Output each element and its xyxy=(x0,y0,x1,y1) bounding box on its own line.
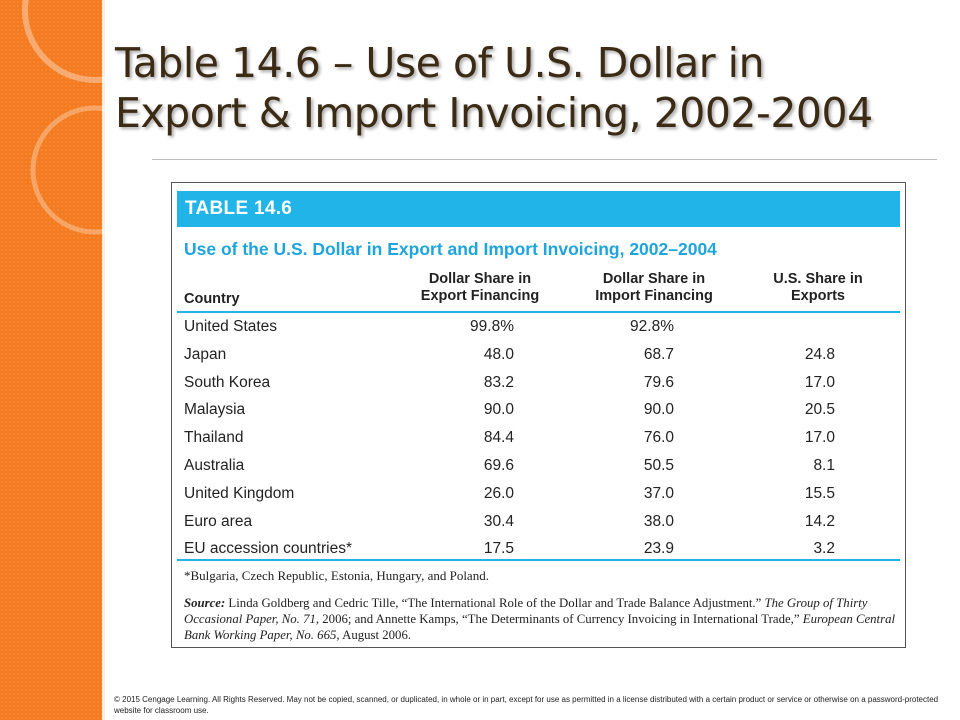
cell-us-share: 17.0 xyxy=(804,373,835,391)
cell-us-share: 15.5 xyxy=(804,484,835,502)
cell-country: EU accession countries* xyxy=(184,540,352,558)
cell-us-share: 3.2 xyxy=(813,540,835,558)
table-caption: Use of the U.S. Dollar in Export and Imp… xyxy=(184,239,717,259)
cell-us-share: 17.0 xyxy=(804,429,835,447)
title-line-2: Export & Import Invoicing, 2002-2004 xyxy=(115,89,873,137)
cell-country: Malaysia xyxy=(184,401,246,419)
col-header-country: Country xyxy=(184,291,240,307)
table-row: Malaysia 90.0 90.0 20.5 xyxy=(172,401,905,427)
table-source: Source: Linda Goldberg and Cedric Tille,… xyxy=(184,596,896,642)
cell-import: 50.5 xyxy=(643,457,674,474)
cell-country: Euro area xyxy=(184,512,253,530)
cell-export: 69.6 xyxy=(483,457,514,474)
table-label-bar: TABLE 14.6 xyxy=(177,191,900,227)
cell-import: 37.0 xyxy=(643,484,674,502)
col-header-us-share: U.S. Share in Exports xyxy=(773,271,863,304)
cell-export: 84.4 xyxy=(483,429,514,447)
cell-import: 68.7 xyxy=(643,345,674,363)
table-footnote: *Bulgaria, Czech Republic, Estonia, Hung… xyxy=(184,568,489,583)
table-row: EU accession countries* 17.5 23.9 3.2 xyxy=(172,540,905,566)
table-row: South Korea 83.2 79.6 17.0 xyxy=(172,374,905,400)
cell-export: 48.0 xyxy=(483,345,514,363)
cell-country: South Korea xyxy=(184,373,271,391)
copyright-notice: © 2015 Cengage Learning. All Rights Rese… xyxy=(114,695,939,715)
cell-import: 38.0 xyxy=(643,512,674,530)
table-row: Euro area 30.4 38.0 14.2 xyxy=(172,513,905,539)
table-row: United Kingdom 26.0 37.0 15.5 xyxy=(172,485,905,511)
col-header-import: Dollar Share in Import Financing xyxy=(595,271,713,304)
col-header-export: Dollar Share in Export Financing xyxy=(420,271,540,304)
cell-import: 79.6 xyxy=(643,373,674,391)
slide-title: Table 14.6 – Use of U.S. Dollar in Expor… xyxy=(115,38,945,138)
cell-import: 92.8% xyxy=(630,318,674,335)
decorative-circles xyxy=(22,0,105,235)
cell-export: 30.4 xyxy=(483,512,514,530)
decorative-side-bar xyxy=(0,0,105,720)
table-row: Australia 69.6 50.5 8.1 xyxy=(172,457,905,483)
cell-country: Australia xyxy=(184,457,245,474)
cell-export: 99.8% xyxy=(470,318,514,335)
cell-export: 17.5 xyxy=(483,540,514,558)
table-row: Japan 48.0 68.7 24.8 xyxy=(172,346,905,372)
cell-export: 26.0 xyxy=(483,484,514,502)
title-divider xyxy=(152,159,937,160)
table-row: United States 99.8% 92.8% xyxy=(172,318,905,344)
cell-import: 90.0 xyxy=(643,401,674,419)
cell-country: Thailand xyxy=(184,429,244,447)
table-figure: TABLE 14.6 Use of the U.S. Dollar in Exp… xyxy=(171,182,906,648)
cell-country: United States xyxy=(184,318,278,335)
footer-rule xyxy=(177,559,900,561)
cell-us-share: 8.1 xyxy=(813,457,835,474)
cell-import: 76.0 xyxy=(643,429,674,447)
cell-export: 90.0 xyxy=(483,401,514,419)
table-row: Thailand 84.4 76.0 17.0 xyxy=(172,429,905,455)
cell-us-share: 14.2 xyxy=(804,512,835,530)
cell-country: Japan xyxy=(184,345,227,363)
title-line-1: Table 14.6 – Use of U.S. Dollar in xyxy=(115,39,765,87)
table-label: TABLE 14.6 xyxy=(185,198,293,219)
cell-export: 83.2 xyxy=(483,373,514,391)
cell-import: 23.9 xyxy=(643,540,674,558)
cell-us-share: 20.5 xyxy=(804,401,835,419)
header-rule xyxy=(177,311,900,313)
cell-country: United Kingdom xyxy=(184,484,295,502)
source-label: Source: xyxy=(184,596,226,610)
cell-us-share: 24.8 xyxy=(804,345,835,363)
